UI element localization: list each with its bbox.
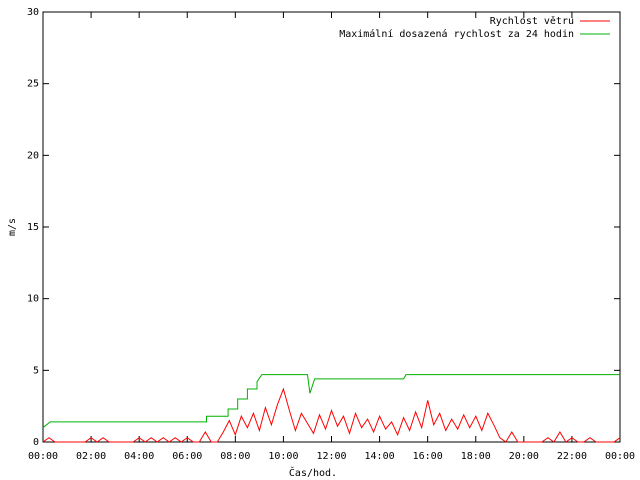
x-tick-label: 02:00	[76, 451, 106, 462]
x-tick-label: 12:00	[316, 451, 346, 462]
legend-label: Rychlost větru	[490, 15, 574, 27]
x-axis-label: Čas/hod.	[289, 466, 337, 479]
x-tick-label: 18:00	[461, 451, 491, 462]
y-axis-label: m/s	[7, 218, 18, 236]
x-tick-label: 04:00	[124, 451, 154, 462]
y-tick-label: 0	[33, 437, 39, 448]
y-tick-label: 20	[27, 150, 39, 161]
x-tick-label: 00:00	[605, 451, 635, 462]
plot-border	[42, 11, 621, 443]
y-tick-label: 25	[27, 79, 39, 90]
y-tick-label: 10	[27, 294, 39, 305]
y-tick-label: 15	[27, 222, 39, 233]
x-tick-label: 20:00	[509, 451, 539, 462]
series-line	[42, 374, 620, 429]
y-tick-label: 5	[33, 365, 39, 376]
x-tick-label: 22:00	[557, 451, 587, 462]
x-tick-label: 10:00	[268, 451, 298, 462]
legend-label: Maximální dosazená rychlost za 24 hodin	[339, 28, 574, 40]
x-tick-label: 08:00	[220, 451, 250, 462]
x-tick-label: 14:00	[365, 451, 395, 462]
x-tick-label: 00:00	[28, 451, 58, 462]
y-tick-label: 30	[27, 7, 39, 18]
x-tick-label: 16:00	[413, 451, 443, 462]
x-tick-label: 06:00	[172, 451, 202, 462]
series-line	[42, 387, 621, 443]
